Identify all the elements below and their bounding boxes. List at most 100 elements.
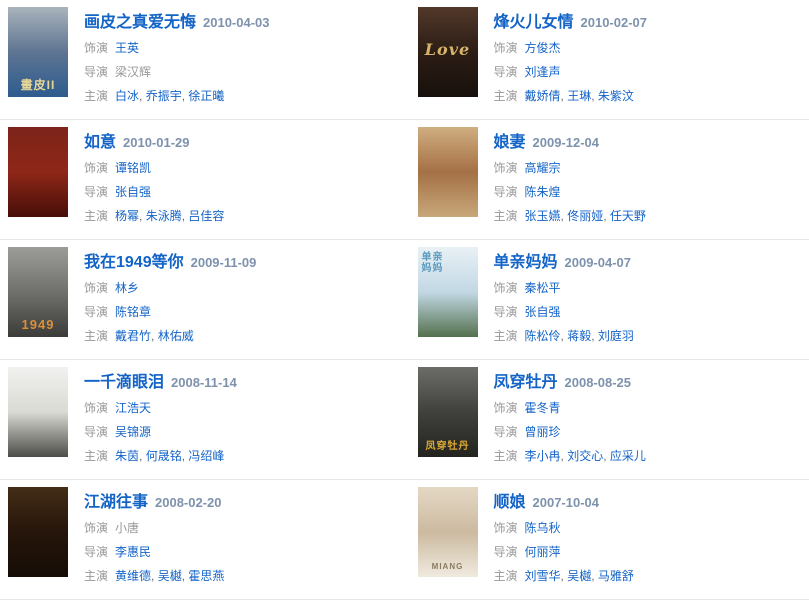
drama-title-link[interactable]: 一千滴眼泪	[84, 374, 165, 391]
starring-name-link[interactable]: 应采儿	[609, 449, 646, 463]
starring-line: 主演 张玉嬿, 佟丽娅, 任天野	[494, 204, 809, 228]
director-label: 导演	[493, 305, 518, 319]
starring-name-link[interactable]: 戴娇倩	[524, 89, 561, 103]
starring-name-link[interactable]: 蒋毅	[567, 329, 592, 343]
starring-label: 主演	[84, 569, 109, 583]
comma-separator: ,	[151, 329, 158, 343]
role-name-link[interactable]: 秦松平	[524, 281, 561, 295]
director-name-link[interactable]: 李惠民	[115, 545, 152, 559]
drama-info: 一千滴眼泪 2008-11-14 饰演 江浩天 导演 吴锦源 主演 朱茵, 何晟铭, 冯…	[84, 367, 405, 479]
starring-name-link[interactable]: 吕佳容	[188, 209, 225, 223]
starring-name-link[interactable]: 朱紫汶	[597, 89, 634, 103]
director-name-link[interactable]: 刘逢声	[524, 65, 561, 79]
drama-title-link[interactable]: 江湖往事	[84, 494, 149, 511]
drama-poster-link[interactable]	[8, 367, 68, 457]
comma-separator: ,	[560, 209, 568, 223]
director-name-link[interactable]: 张自强	[115, 185, 152, 199]
release-date: 2008-02-20	[155, 495, 222, 510]
starring-name-link[interactable]: 杨幂	[115, 209, 140, 223]
starring-name-link[interactable]: 任天野	[609, 209, 646, 223]
role-name-link[interactable]: 陈乌秋	[524, 521, 561, 535]
role-line: 饰演 林乡	[84, 276, 405, 300]
starring-name-link[interactable]: 吴樾	[157, 569, 182, 583]
drama-poster-link[interactable]	[417, 127, 478, 217]
drama-poster-link[interactable]	[8, 127, 68, 217]
starring-name-link[interactable]: 张玉嬿	[524, 209, 561, 223]
starring-line: 主演 陈松伶, 蒋毅, 刘庭羽	[494, 324, 809, 348]
director-name-link[interactable]: 张自强	[524, 305, 561, 319]
starring-name-link[interactable]: 乔振宇	[145, 89, 182, 103]
drama-poster-link[interactable]: MIANG	[417, 487, 478, 577]
starring-name-link[interactable]: 何晟铭	[145, 449, 182, 463]
role-name-link[interactable]: 谭铭凯	[115, 161, 152, 175]
director-name-link[interactable]: 陈铭章	[115, 305, 152, 319]
starring-name-link[interactable]: 戴君竹	[115, 329, 152, 343]
starring-name-link[interactable]: 林佑威	[157, 329, 194, 343]
drama-poster-link[interactable]: 畫皮II	[8, 7, 68, 97]
drama-title-link[interactable]: 凤穿牡丹	[493, 374, 558, 391]
director-line: 导演 刘逢声	[494, 60, 809, 84]
role-name-link[interactable]: 王英	[115, 41, 140, 55]
starring-name-link[interactable]: 王琳	[567, 89, 592, 103]
starring-name-link[interactable]: 刘交心	[567, 449, 604, 463]
starring-names: 张玉嬿, 佟丽娅, 任天野	[525, 209, 646, 223]
role-name-link[interactable]: 霍冬青	[524, 401, 561, 415]
starring-name-link[interactable]: 朱泳腾	[145, 209, 182, 223]
starring-name-link[interactable]: 马雅舒	[597, 569, 634, 583]
starring-name-link[interactable]: 佟丽娅	[567, 209, 604, 223]
starring-name-link[interactable]: 刘庭羽	[597, 329, 634, 343]
comma-separator: ,	[560, 569, 568, 583]
drama-title-link[interactable]: 单亲妈妈	[493, 254, 558, 271]
director-name-link[interactable]: 曾丽珍	[524, 425, 561, 439]
drama-poster-link[interactable]: 单亲 妈妈	[417, 247, 478, 337]
drama-title-link[interactable]: 烽火儿女情	[493, 14, 574, 31]
poster-title-text: 单亲 妈妈	[421, 252, 444, 274]
starring-name-link[interactable]: 黄维德	[115, 569, 152, 583]
drama-title-link[interactable]: 画皮之真爱无悔	[84, 14, 197, 31]
drama-poster-link[interactable]: Love	[417, 7, 478, 97]
comma-separator: ,	[181, 209, 189, 223]
poster-title-text: 1949	[21, 316, 55, 332]
starring-name-link[interactable]: 白冰	[115, 89, 140, 103]
starring-line: 主演 朱茵, 何晟铭, 冯绍峰	[84, 444, 405, 468]
starring-names: 戴君竹, 林佑威	[115, 329, 194, 343]
drama-title-link[interactable]: 如意	[84, 134, 117, 151]
starring-names: 朱茵, 何晟铭, 冯绍峰	[115, 449, 224, 463]
drama-poster-link[interactable]: 1949	[8, 247, 68, 337]
director-label: 导演	[84, 185, 109, 199]
drama-poster-link[interactable]	[8, 487, 68, 577]
comma-separator: ,	[139, 89, 146, 103]
role-line: 饰演 方俊杰	[494, 36, 809, 60]
drama-title-link[interactable]: 顺娘	[493, 494, 526, 511]
starring-names: 刘雪华, 吴樾, 马雅舒	[525, 569, 634, 583]
role-name-link[interactable]: 方俊杰	[524, 41, 561, 55]
role-line: 饰演 高耀宗	[494, 156, 809, 180]
comma-separator: ,	[603, 449, 610, 463]
release-date: 2009-11-09	[190, 255, 257, 270]
starring-names: 李小冉, 刘交心, 应采儿	[525, 449, 646, 463]
director-name-link[interactable]: 何丽萍	[524, 545, 561, 559]
starring-name-link[interactable]: 吴樾	[567, 569, 592, 583]
starring-label: 主演	[493, 329, 518, 343]
director-name-link[interactable]: 陈朱煌	[524, 185, 561, 199]
drama-entry: 娘妻 2009-12-04 饰演 高耀宗 导演 陈朱煌 主演 张玉嬿, 佟丽娅, 任天野	[405, 120, 809, 239]
starring-name-link[interactable]: 陈松伶	[524, 329, 561, 343]
starring-name-link[interactable]: 李小冉	[524, 449, 561, 463]
starring-name-link[interactable]: 徐正曦	[188, 89, 225, 103]
starring-line: 主演 戴君竹, 林佑威	[84, 324, 405, 348]
starring-name-link[interactable]: 冯绍峰	[188, 449, 225, 463]
drama-title-link[interactable]: 娘妻	[493, 134, 526, 151]
drama-info: 如意 2010-01-29 饰演 谭铭凯 导演 张自强 主演 杨幂, 朱泳腾, 吕佳容	[84, 127, 405, 239]
starring-name-link[interactable]: 刘雪华	[524, 569, 561, 583]
role-name-link[interactable]: 林乡	[115, 281, 140, 295]
release-date: 2008-11-14	[171, 375, 237, 390]
drama-title-link[interactable]: 我在1949等你	[84, 254, 184, 271]
director-name-link[interactable]: 吴锦源	[115, 425, 152, 439]
drama-poster-link[interactable]: 凤穿牡丹	[417, 367, 478, 457]
starring-name-link[interactable]: 朱茵	[115, 449, 140, 463]
role-name-link[interactable]: 江浩天	[115, 401, 152, 415]
comma-separator: ,	[181, 569, 189, 583]
role-name-link[interactable]: 高耀宗	[524, 161, 561, 175]
starring-name-link[interactable]: 霍思燕	[188, 569, 225, 583]
drama-info: 我在1949等你 2009-11-09 饰演 林乡 导演 陈铭章 主演 戴君竹, 林佑威	[84, 247, 405, 359]
